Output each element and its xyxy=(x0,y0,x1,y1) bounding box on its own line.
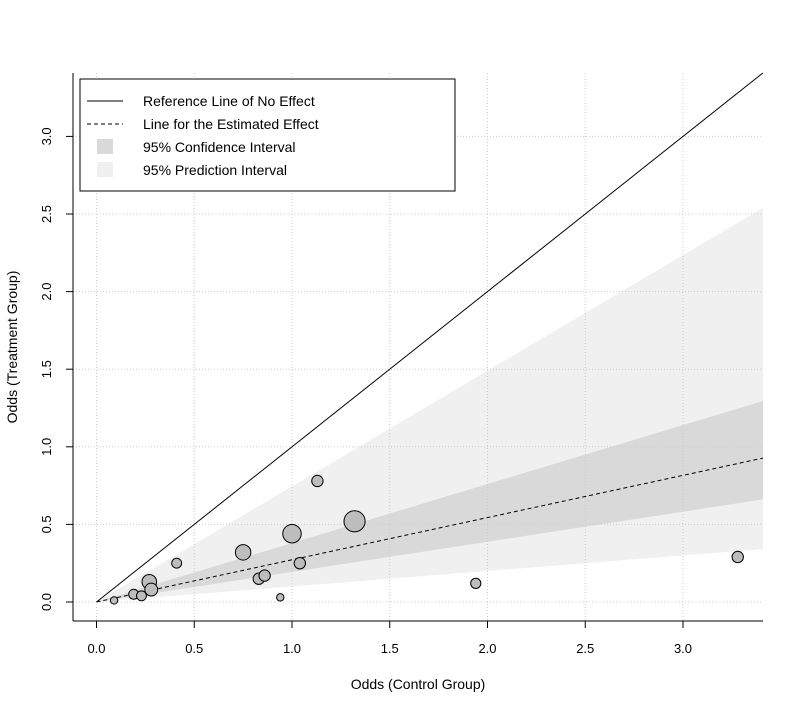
x-tick-label: 2.5 xyxy=(576,641,594,656)
data-point xyxy=(470,577,482,589)
legend-label-confidence: 95% Confidence Interval xyxy=(143,139,296,155)
x-tick-label: 0.0 xyxy=(87,641,105,656)
data-point xyxy=(258,569,271,582)
data-point xyxy=(109,596,119,605)
axis-titles: Odds (Control Group) Odds (Treatment Gro… xyxy=(4,271,485,692)
x-tick-label: 2.0 xyxy=(478,641,496,656)
x-axis-title: Odds (Control Group) xyxy=(351,676,486,692)
confidence-interval-band xyxy=(96,400,763,602)
y-tick-label: 2.5 xyxy=(39,205,54,223)
y-tick-label: 1.0 xyxy=(39,438,54,456)
legend-label-reference: Reference Line of No Effect xyxy=(143,93,315,109)
legend-label-prediction: 95% Prediction Interval xyxy=(143,162,287,178)
legend-label-estimated: Line for the Estimated Effect xyxy=(143,116,319,132)
legend-confidence-box xyxy=(97,139,113,154)
effect-lines xyxy=(96,72,764,603)
data-point xyxy=(171,557,183,569)
data-point xyxy=(293,557,307,570)
interval-bands xyxy=(96,207,763,602)
x-tick-label: 1.0 xyxy=(283,641,301,656)
data-point xyxy=(282,523,302,544)
data-point xyxy=(343,510,366,533)
x-tick-label: 0.5 xyxy=(185,641,203,656)
data-point xyxy=(234,544,252,561)
y-tick-label: 0.5 xyxy=(39,515,54,533)
y-tick-label: 0.0 xyxy=(39,593,54,611)
reference-line xyxy=(96,72,764,603)
legend: Reference Line of No Effect Line for the… xyxy=(79,78,456,192)
x-tick-label: 1.5 xyxy=(381,641,399,656)
y-tick-label: 2.0 xyxy=(39,283,54,301)
x-tick-label: 3.0 xyxy=(674,641,692,656)
data-point xyxy=(144,582,159,597)
y-tick-label: 3.0 xyxy=(39,127,54,145)
legend-box xyxy=(79,78,456,192)
y-tick-label: 1.5 xyxy=(39,360,54,378)
y-axis-title: Odds (Treatment Group) xyxy=(4,271,20,424)
estimated-effect-line xyxy=(96,457,764,603)
study-points xyxy=(109,474,744,605)
axes: 0.0 0.5 1.0 1.5 2.0 2.5 3.0 0.0 0.5 1.0 1.5 2.0 2.5 3… xyxy=(39,73,763,656)
legend-prediction-box xyxy=(97,162,113,177)
data-point xyxy=(136,590,147,602)
data-point xyxy=(731,550,744,564)
data-point xyxy=(276,593,285,602)
data-point xyxy=(311,474,324,488)
